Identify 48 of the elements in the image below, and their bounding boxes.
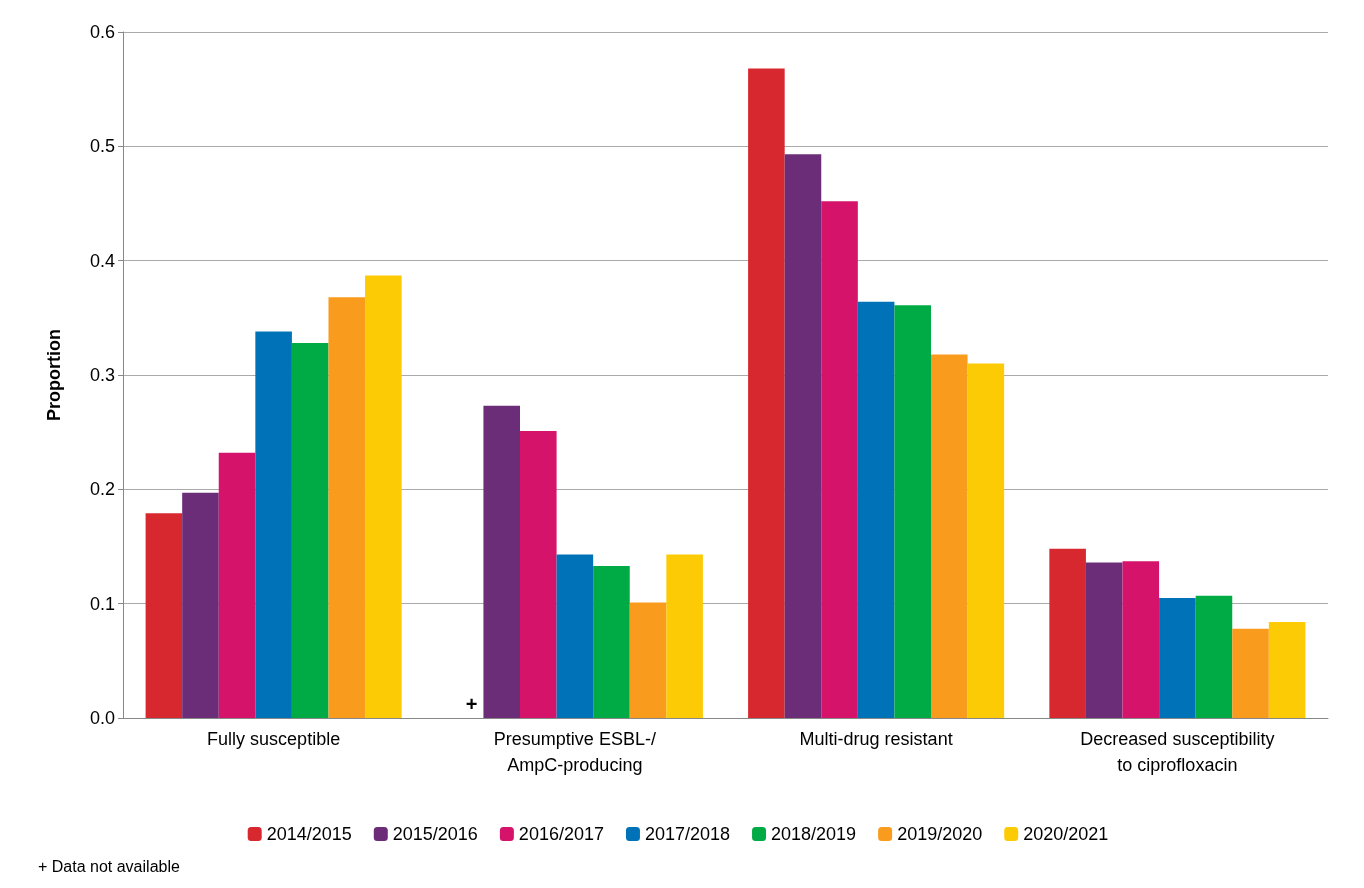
y-tick-label: 0.0 xyxy=(89,708,115,728)
bar xyxy=(556,554,594,718)
y-tick-label: 0.4 xyxy=(89,250,115,271)
bar xyxy=(365,275,402,718)
x-tick-label: Multi-drug resistant xyxy=(799,729,953,749)
y-tick-label: 0.6 xyxy=(89,22,115,42)
bar xyxy=(1195,595,1233,718)
y-tick-label: 0.3 xyxy=(89,365,115,385)
legend-label: 2018/2019 xyxy=(771,824,857,844)
bar xyxy=(666,554,703,718)
y-axis-title: Proportion xyxy=(44,329,64,421)
x-tick-label: Presumptive ESBL-/ AmpC-producing xyxy=(493,729,656,775)
bar xyxy=(784,154,822,718)
bar xyxy=(748,68,785,718)
y-tick-label: 0.1 xyxy=(89,593,115,614)
bar xyxy=(218,452,256,718)
y-tick-label: 0.5 xyxy=(89,136,115,157)
bar xyxy=(967,363,1005,718)
bar xyxy=(1232,628,1269,718)
bar xyxy=(255,331,292,718)
legend-label: 2015/2016 xyxy=(392,824,478,844)
bar xyxy=(182,492,219,718)
legend-label: 2019/2020 xyxy=(897,824,983,844)
bar xyxy=(520,431,557,718)
bar xyxy=(629,602,667,718)
text: + xyxy=(465,693,478,715)
bar xyxy=(483,405,520,718)
bar xyxy=(1122,561,1160,718)
legend-label: 2014/2015 xyxy=(266,824,352,844)
legend-label: 2020/2021 xyxy=(1023,824,1109,844)
legend-label: 2017/2018 xyxy=(644,824,731,844)
bar xyxy=(1268,621,1306,718)
bar xyxy=(328,297,366,718)
bar xyxy=(1049,548,1086,718)
bar xyxy=(894,305,931,718)
bar xyxy=(1159,597,1196,718)
bar xyxy=(857,301,895,718)
y-tick-label: 0.2 xyxy=(89,479,115,500)
bar xyxy=(931,354,968,718)
text: + Data not available xyxy=(38,857,180,875)
x-tick-label: Decreased susceptibility to ciprofloxacin xyxy=(1080,729,1275,775)
bar xyxy=(593,565,630,718)
legend-label: 2016/2017 xyxy=(518,824,604,844)
bar xyxy=(821,201,858,718)
bar xyxy=(145,513,183,718)
bar xyxy=(1085,562,1123,718)
x-tick-label: Fully susceptible xyxy=(207,729,341,749)
bar xyxy=(291,342,329,718)
